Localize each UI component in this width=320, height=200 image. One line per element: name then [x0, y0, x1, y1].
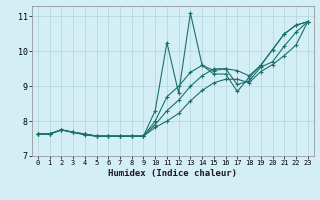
- X-axis label: Humidex (Indice chaleur): Humidex (Indice chaleur): [108, 169, 237, 178]
